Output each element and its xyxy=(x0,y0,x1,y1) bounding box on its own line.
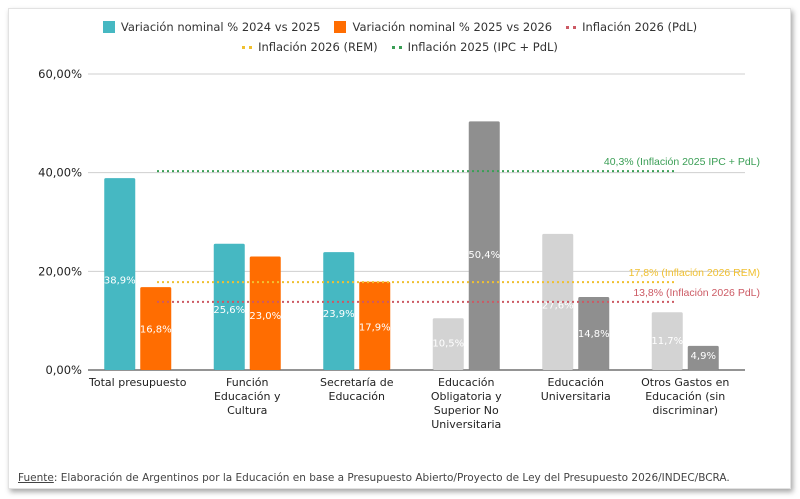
legend-label: Variación nominal % 2025 vs 2026 xyxy=(352,20,553,34)
legend-swatch xyxy=(334,21,347,33)
x-category-label: Secretaría de Educación xyxy=(320,376,394,403)
chart-card xyxy=(8,8,791,489)
bar xyxy=(578,296,610,370)
y-tick-label: 20,00% xyxy=(38,264,82,278)
bar xyxy=(359,281,391,370)
data-label: 16,8% xyxy=(140,325,172,336)
legend-label: Variación nominal % 2024 vs 2025 xyxy=(120,20,321,34)
reference-annotation: 40,3% (Inflación 2025 IPC + PdL) xyxy=(604,156,760,168)
bar xyxy=(432,318,464,370)
legend-row-2: Inflación 2026 (REM) Inflación 2025 (IPC … xyxy=(0,37,800,57)
legend-item: Variación nominal % 2024 vs 2025 xyxy=(102,20,321,34)
legend-dotted-line xyxy=(242,45,253,49)
bar xyxy=(249,256,281,370)
reference-annotation: 13,8% (Inflación 2026 PdL) xyxy=(633,287,760,299)
data-label: 23,9% xyxy=(323,309,355,320)
bar xyxy=(651,312,683,370)
legend-item: Inflación 2026 (REM) xyxy=(242,40,378,54)
data-label: 10,5% xyxy=(432,339,464,350)
data-label: 25,6% xyxy=(213,305,245,316)
data-label: 38,9% xyxy=(104,276,136,287)
legend-label: Inflación 2026 (REM) xyxy=(258,40,378,54)
reference-annotation: 17,8% (Inflación 2026 REM) xyxy=(629,267,760,279)
bar xyxy=(104,178,136,370)
data-label: 4,9% xyxy=(691,351,716,362)
y-tick-label: 60,00% xyxy=(38,67,82,81)
x-category-label: Otros Gastos en Educación (sin discrimin… xyxy=(641,376,730,417)
data-label: 50,4% xyxy=(468,250,500,261)
legend-label: Inflación 2025 (IPC + PdL) xyxy=(407,40,558,54)
legend-item: Inflación 2026 (PdL) xyxy=(566,20,697,34)
x-category-label: Total presupuesto xyxy=(89,376,187,389)
data-label: 14,8% xyxy=(578,329,610,340)
bar xyxy=(323,252,355,370)
bar xyxy=(687,345,719,370)
source-text: : Elaboración de Argentinos por la Educa… xyxy=(53,472,730,484)
bar xyxy=(213,243,245,370)
legend-dotted-line xyxy=(391,45,402,49)
legend-dotted-line xyxy=(566,25,577,29)
bar xyxy=(140,287,172,370)
source-note: Fuente: Elaboración de Argentinos por la… xyxy=(18,472,730,484)
legend-item: Variación nominal % 2025 vs 2026 xyxy=(334,20,552,34)
bar xyxy=(468,121,500,370)
legend-label: Inflación 2026 (PdL) xyxy=(582,20,698,34)
data-label: 11,7% xyxy=(651,336,683,347)
data-label: 17,9% xyxy=(359,322,391,333)
x-category-label: Educación Obligatoria y Superior No Univ… xyxy=(430,376,502,431)
y-tick-label: 0,00% xyxy=(45,363,82,377)
legend: Variación nominal % 2024 vs 2025 Variació… xyxy=(0,17,800,57)
x-category-label: Educación Universitaria xyxy=(540,376,611,403)
legend-row-1: Variación nominal % 2024 vs 2025 Variació… xyxy=(0,17,800,37)
data-label: 27,6% xyxy=(542,301,574,312)
x-category-label: Función Educación y Cultura xyxy=(213,376,281,417)
legend-item: Inflación 2025 (IPC + PdL) xyxy=(391,40,558,54)
data-label: 23,0% xyxy=(249,311,281,322)
source-prefix: Fuente xyxy=(18,472,54,484)
y-tick-label: 40,00% xyxy=(38,166,82,180)
legend-swatch xyxy=(102,21,115,33)
